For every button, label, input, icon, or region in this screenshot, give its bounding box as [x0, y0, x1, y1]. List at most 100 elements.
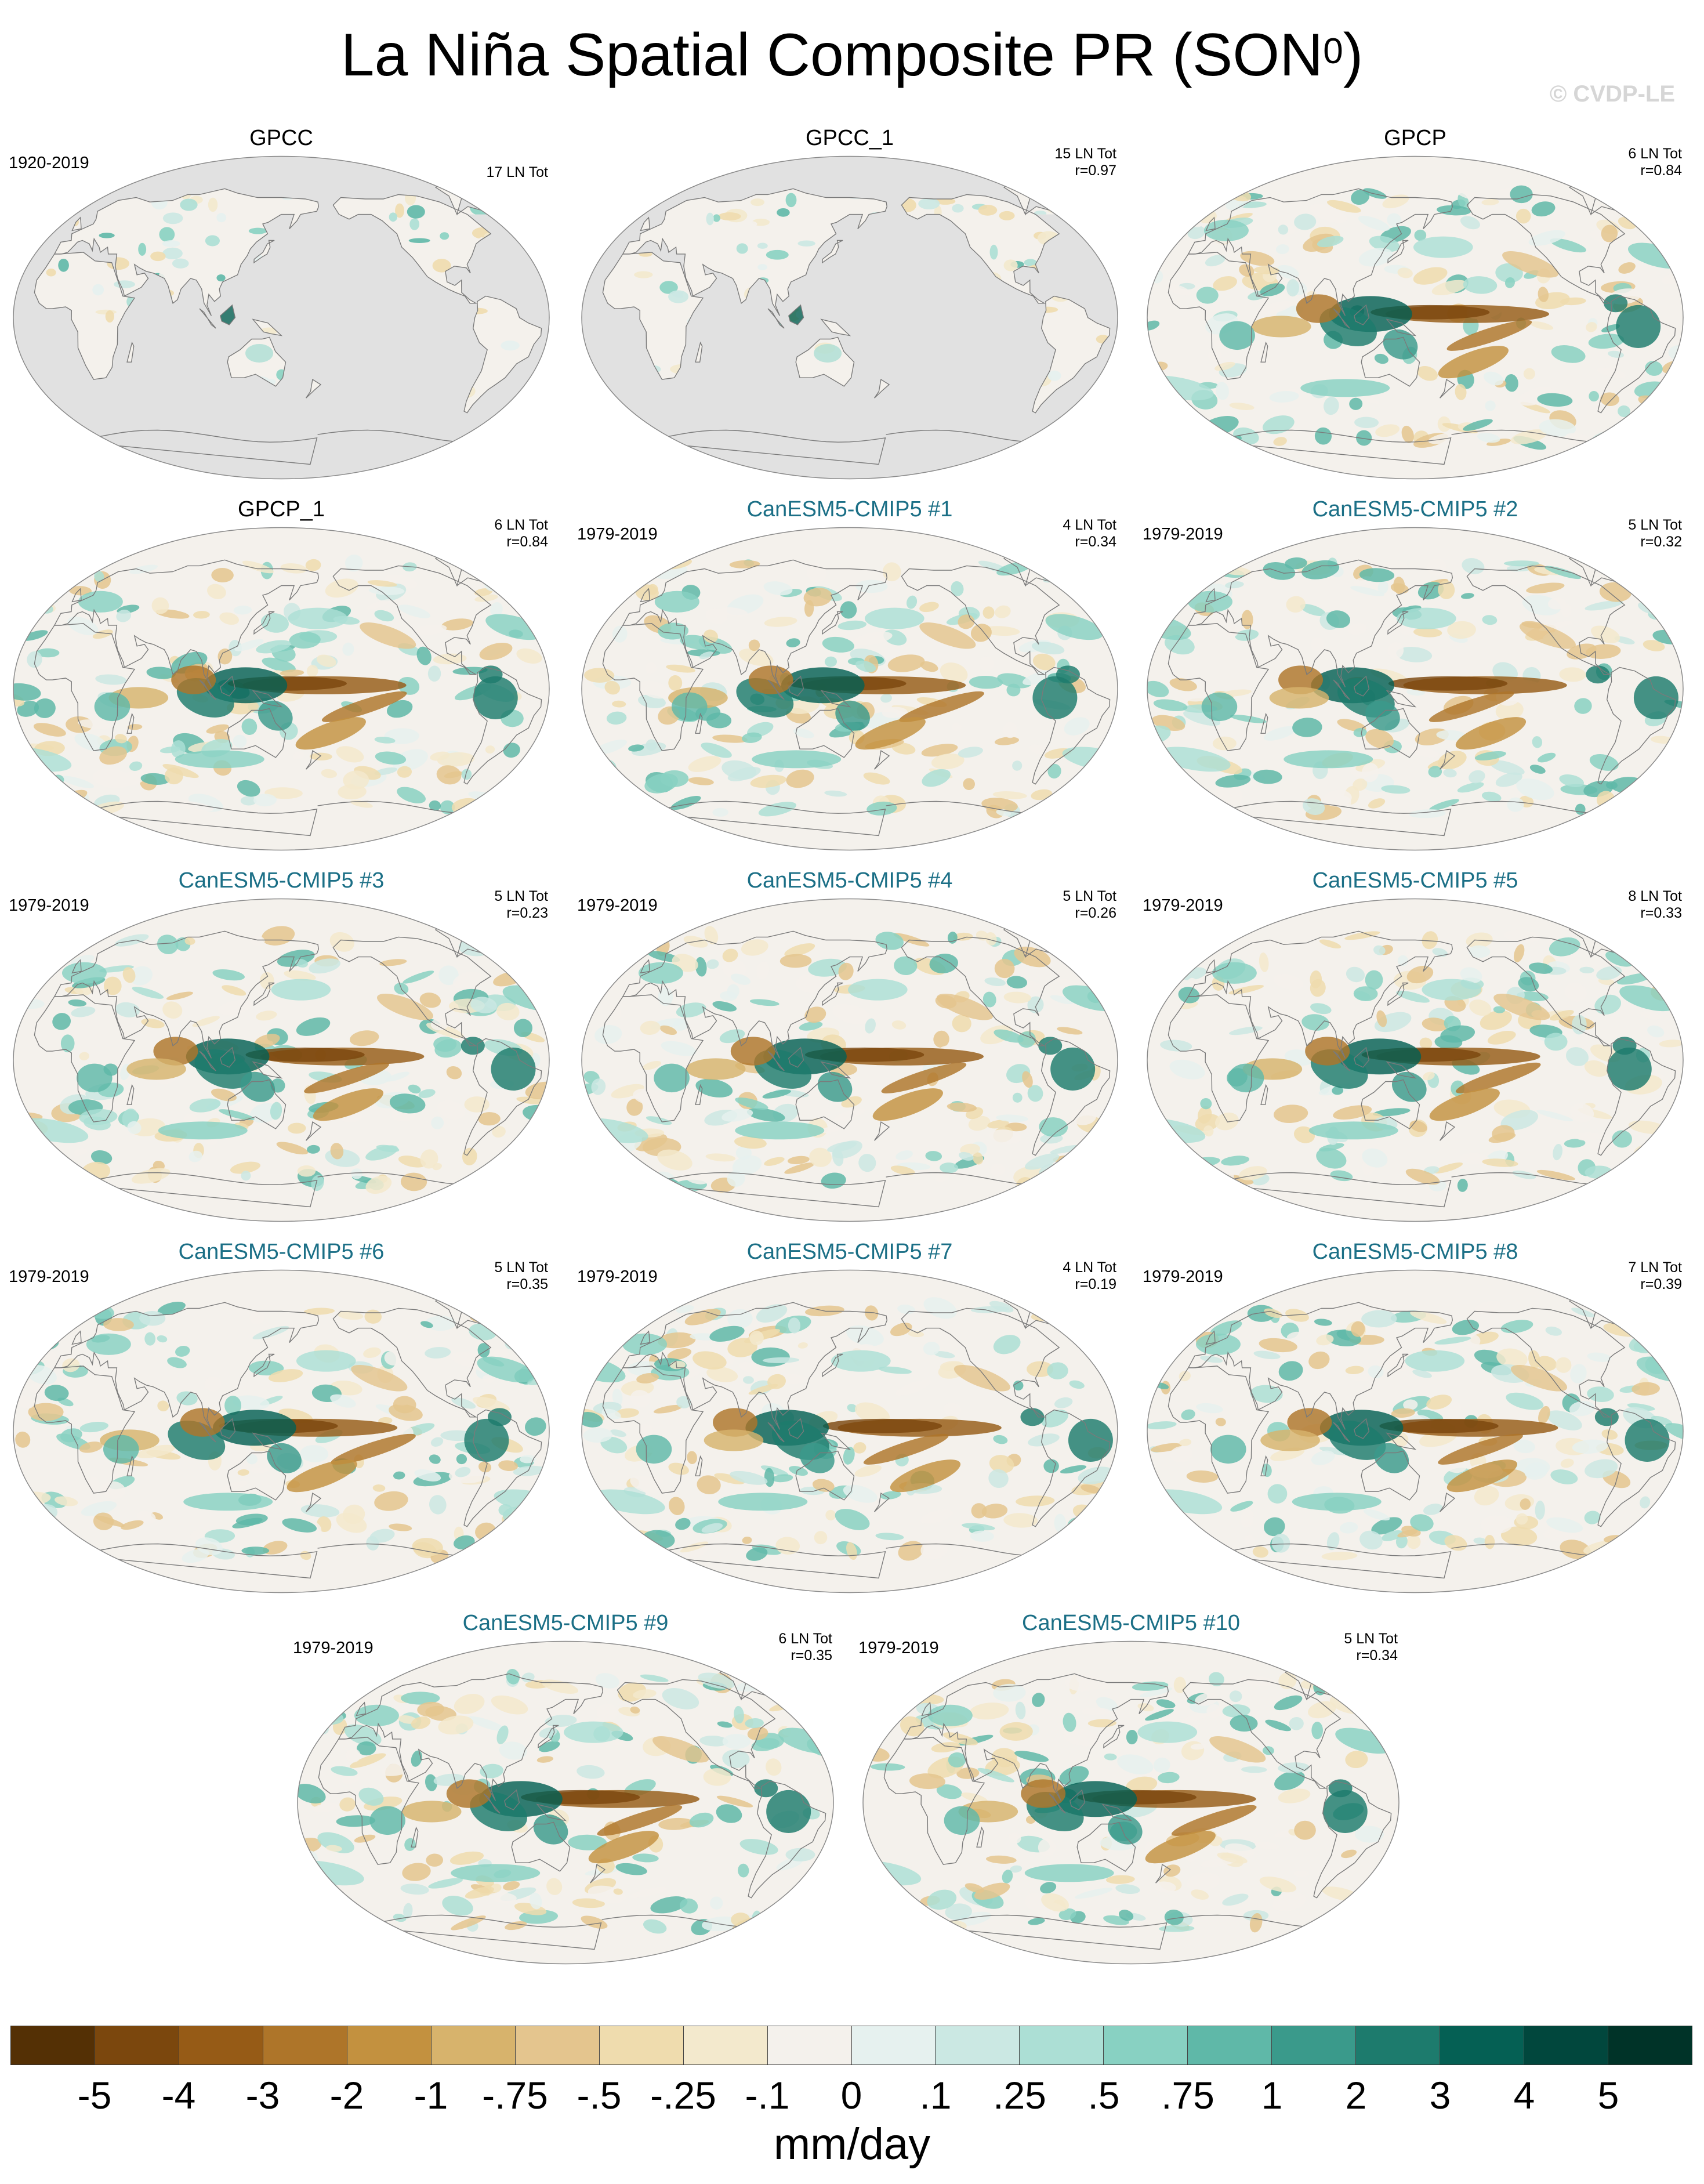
period-label: 1979-2019 [9, 896, 89, 915]
map-panel: GPCP_1 6 LN Tot r=0.84 [9, 496, 554, 856]
panel-title: CanESM5-CMIP5 #10 [1022, 1611, 1240, 1635]
map-panel: CanESM5-CMIP5 #1 1979-2019 4 LN Tot r=0.34 [577, 496, 1122, 856]
title-text: La Niña Spatial Composite PR (SON [340, 21, 1324, 89]
precip-anomaly-map [1147, 1269, 1684, 1593]
colorbar-tick-label: .1 [919, 2074, 952, 2117]
pattern-correlation: r=0.34 [1356, 1647, 1398, 1664]
colorbar-swatch [1272, 2026, 1357, 2065]
precip-anomaly-map [13, 1269, 550, 1593]
map-panel: CanESM5-CMIP5 #3 1979-2019 5 LN Tot r=0.23 [9, 867, 554, 1227]
pattern-correlation: r=0.84 [1640, 162, 1682, 179]
colorbar-swatch [263, 2026, 347, 2065]
colorbar-tick-label: 4 [1513, 2074, 1535, 2117]
precip-anomaly-map [13, 155, 550, 480]
colorbar-tick-label: -5 [77, 2074, 112, 2117]
panel-title: CanESM5-CMIP5 #8 [1312, 1240, 1518, 1264]
colorbar-tick-label: -.25 [650, 2074, 716, 2117]
precip-anomaly-map [1147, 898, 1684, 1222]
map-outline [13, 155, 550, 480]
precip-anomaly-map [13, 898, 550, 1222]
pattern-correlation: r=0.35 [791, 1647, 832, 1664]
map-outline [1147, 1269, 1684, 1593]
period-label: 1979-2019 [577, 1267, 658, 1286]
map-panel: GPCC 1920-2019 17 LN Tot [9, 125, 554, 484]
map-outline [13, 898, 550, 1222]
event-count: 4 LN Tot [1063, 517, 1116, 533]
precip-anomaly-map [297, 1640, 834, 1965]
event-count: 6 LN Tot [1628, 146, 1682, 162]
colorbar-swatch [1020, 2026, 1104, 2065]
map-outline [1147, 527, 1684, 851]
pattern-correlation: r=0.19 [1075, 1276, 1116, 1292]
panel-title: CanESM5-CMIP5 #1 [746, 497, 953, 521]
colorbar-swatch [599, 2026, 684, 2065]
panel-title: CanESM5-CMIP5 #4 [746, 868, 953, 893]
colorbar-swatch [1188, 2026, 1272, 2065]
pattern-correlation: r=0.35 [506, 1276, 548, 1292]
colorbar-tick-label: 1 [1261, 2074, 1283, 2117]
panel-title: CanESM5-CMIP5 #3 [178, 868, 385, 893]
event-count: 6 LN Tot [494, 517, 548, 533]
map-outline [581, 527, 1118, 851]
panel-stats: 15 LN Tot r=0.97 [1054, 146, 1116, 179]
colorbar-swatch [851, 2026, 936, 2065]
event-count: 17 LN Tot [486, 164, 548, 180]
colorbar-tick-label: -.5 [577, 2074, 622, 2117]
map-outline [581, 898, 1118, 1222]
period-label: 1979-2019 [1143, 525, 1223, 544]
period-label: 1920-2019 [9, 154, 89, 172]
colorbar-swatch [347, 2026, 432, 2065]
colorbar-units: mm/day [773, 2120, 931, 2169]
period-label: 1979-2019 [9, 1267, 89, 1286]
pattern-correlation: r=0.39 [1640, 1276, 1682, 1292]
colorbar-swatch [431, 2026, 516, 2065]
map-outline [581, 1269, 1118, 1593]
panel-title: CanESM5-CMIP5 #9 [462, 1611, 669, 1635]
panel-title: GPCC [249, 126, 313, 150]
precip-anomaly-map [581, 155, 1118, 480]
pattern-correlation: r=0.23 [506, 905, 548, 921]
panel-stats: 6 LN Tot r=0.84 [1628, 146, 1682, 179]
colorbar-tick-label: .5 [1087, 2074, 1120, 2117]
pattern-correlation: r=0.97 [1075, 162, 1116, 179]
map-outline [1147, 155, 1684, 480]
map-panel: CanESM5-CMIP5 #2 1979-2019 5 LN Tot r=0.32 [1143, 496, 1688, 856]
panel-title: CanESM5-CMIP5 #6 [178, 1240, 385, 1264]
panel-stats: 17 LN Tot [486, 164, 548, 181]
panel-title: GPCP [1384, 126, 1446, 150]
event-count: 5 LN Tot [494, 1259, 548, 1276]
map-outline [13, 527, 550, 851]
colorbar-tick-label: -2 [329, 2074, 364, 2117]
map-outline [581, 155, 1118, 480]
precip-anomaly-map [581, 898, 1118, 1222]
panel-stats: 5 LN Tot r=0.34 [1344, 1631, 1398, 1664]
coastlines [34, 1293, 542, 1579]
panel-title: CanESM5-CMIP5 #2 [1312, 497, 1518, 521]
panel-title: GPCP_1 [238, 497, 325, 521]
colorbar-swatch [95, 2026, 179, 2065]
colorbar [10, 2026, 1692, 2065]
pattern-correlation: r=0.84 [506, 534, 548, 550]
watermark: © CVDP-LE [1549, 81, 1675, 107]
colorbar-swatch [683, 2026, 768, 2065]
colorbar-tick-label: -.75 [482, 2074, 548, 2117]
map-panel: CanESM5-CMIP5 #9 1979-2019 6 LN Tot r=0.35 [293, 1610, 838, 1969]
pattern-correlation: r=0.34 [1075, 534, 1116, 550]
colorbar-swatch [515, 2026, 600, 2065]
colorbar-tick-label: 2 [1345, 2074, 1367, 2117]
colorbar-swatch [936, 2026, 1020, 2065]
colorbar-tick-label: .25 [993, 2074, 1046, 2117]
panel-stats: 5 LN Tot r=0.35 [494, 1259, 548, 1293]
map-panel: GPCC_1 15 LN Tot r=0.97 [577, 125, 1122, 484]
map-outline [1147, 898, 1684, 1222]
colorbar-swatch [1524, 2026, 1609, 2065]
precip-anomaly-map [1147, 527, 1684, 851]
pattern-correlation: r=0.33 [1640, 905, 1682, 921]
panel-stats: 6 LN Tot r=0.35 [778, 1631, 832, 1664]
map-panel: CanESM5-CMIP5 #5 1979-2019 8 LN Tot r=0.33 [1143, 867, 1688, 1227]
event-count: 5 LN Tot [1628, 517, 1682, 533]
panel-stats: 4 LN Tot r=0.34 [1063, 517, 1116, 550]
panel-stats: 7 LN Tot r=0.39 [1628, 1259, 1682, 1293]
colorbar-swatch [179, 2026, 263, 2065]
event-count: 7 LN Tot [1628, 1259, 1682, 1276]
